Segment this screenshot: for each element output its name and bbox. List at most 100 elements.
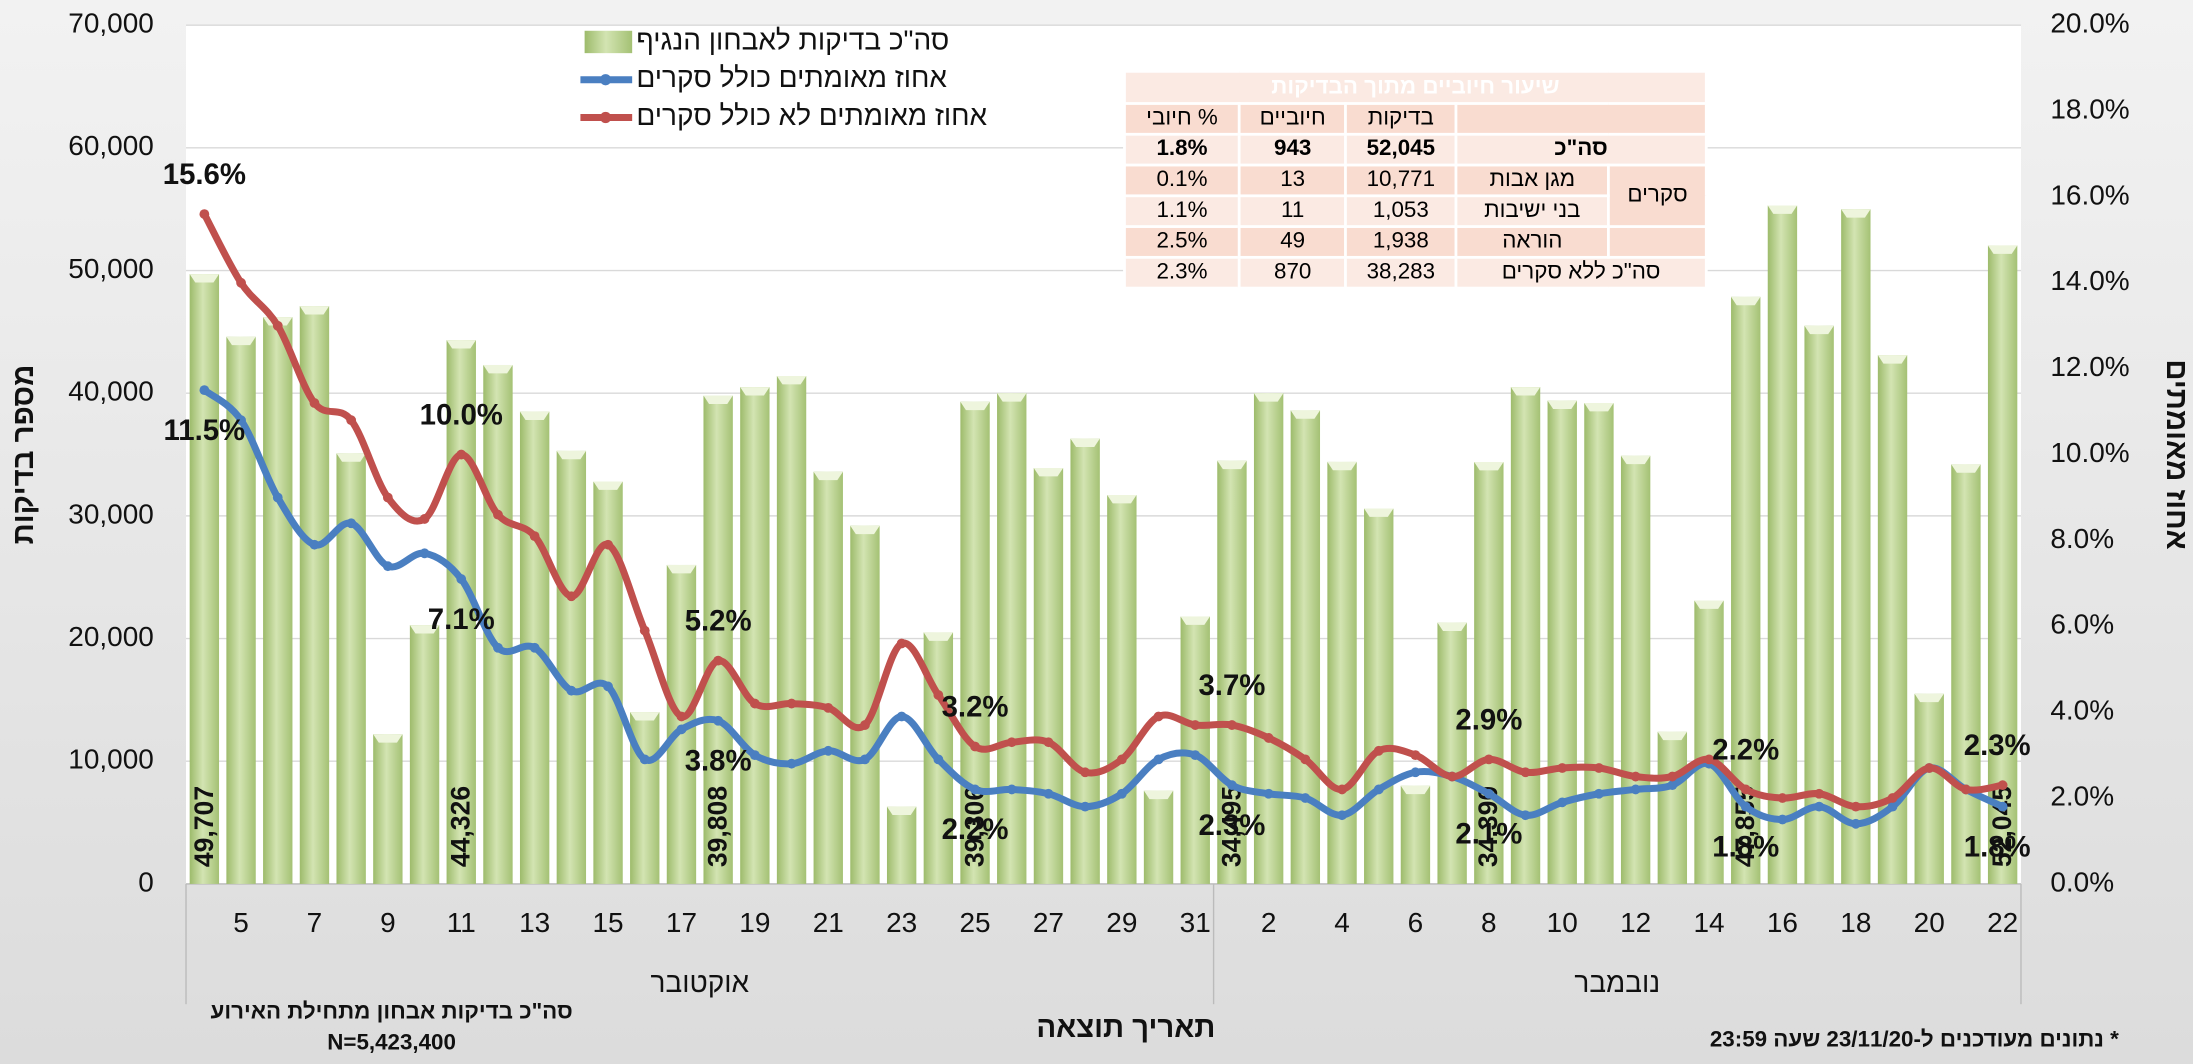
row-label: מגן אבות [1454, 163, 1611, 198]
line-marker [823, 702, 834, 713]
line-marker [1263, 733, 1274, 743]
line-value-label: 7.1% [428, 603, 495, 636]
bar-cap [336, 453, 366, 462]
bar [1951, 464, 1981, 884]
line-marker [1814, 801, 1825, 812]
y2-tick-label: 2.0% [2050, 780, 2114, 811]
bar-cap [1253, 393, 1284, 402]
line-marker [1924, 763, 1935, 773]
line-marker [199, 385, 210, 396]
bar-cap [813, 471, 843, 481]
bar [1437, 622, 1467, 884]
line-marker [749, 698, 760, 709]
y-tick-label: 30,000 [68, 498, 154, 529]
line-marker [676, 724, 687, 735]
x-group-label: אוקטובר [651, 967, 750, 998]
line-value-label: 10.0% [420, 399, 503, 432]
line-marker [1043, 788, 1054, 799]
line-marker [1630, 784, 1641, 795]
bar-cap [446, 340, 476, 349]
line-marker [1153, 754, 1164, 765]
line-marker [529, 642, 540, 653]
x-tick-label: 31 [1180, 907, 1211, 938]
line-marker [1850, 818, 1861, 829]
line-marker [1850, 801, 1861, 812]
line-marker [749, 750, 760, 760]
cell: 1.1% [1123, 194, 1241, 228]
x-tick-label: 18 [1840, 907, 1871, 938]
bar [1657, 731, 1688, 884]
bar-cap [1841, 209, 1871, 218]
line-marker [419, 548, 430, 559]
line-marker [1961, 784, 1971, 795]
line-marker [1190, 720, 1201, 730]
cell: 1,938 [1344, 225, 1458, 259]
line-marker [309, 398, 320, 408]
line-marker [1190, 750, 1201, 760]
bar-cap [189, 274, 220, 283]
bar-cap [997, 393, 1027, 402]
bar [1253, 393, 1284, 884]
line-marker [272, 492, 283, 503]
x-tick-label: 7 [307, 907, 323, 938]
x-tick-label: 15 [592, 907, 623, 938]
cell [1454, 102, 1708, 136]
y-tick-label: 60,000 [68, 130, 154, 161]
line-marker [1777, 814, 1788, 825]
bar-cap [1877, 355, 1908, 364]
bar-cap [373, 734, 403, 743]
line-value-label: 2.2% [942, 813, 1009, 846]
bar [1070, 438, 1100, 884]
footnote: * נתונים מעודכנים ל-23/11/20 שעה 23:59 [1710, 1026, 2119, 1051]
x-tick-label: 23 [886, 907, 917, 938]
bar-cap [1987, 245, 2018, 254]
legend-label: אחוז מאומתים כולל סקרים [636, 62, 947, 93]
line-marker [382, 492, 393, 503]
y2-axis-title: אחוז מאומתים [2160, 359, 2193, 549]
line-marker [1777, 793, 1788, 803]
line-value-label: 3.7% [1198, 669, 1265, 702]
bar-cap [1731, 296, 1761, 306]
legend-swatch [584, 30, 633, 54]
y-tick-label: 40,000 [68, 376, 154, 407]
bar [446, 340, 476, 884]
row-label: הוראה [1454, 225, 1611, 259]
line-marker [1704, 754, 1714, 765]
line-value-label: 3.8% [685, 744, 752, 777]
bar [740, 387, 770, 884]
bar [1510, 387, 1541, 884]
line-value-label: 2.3% [1198, 809, 1265, 842]
y2-tick-label: 6.0% [2050, 609, 2114, 640]
total-title: סה"כ בדיקות אבחון מתחילת האירוע [211, 998, 573, 1023]
bar [373, 734, 403, 884]
x-tick-label: 10 [1547, 907, 1578, 938]
line-marker [236, 277, 246, 288]
line-marker [1373, 784, 1384, 795]
bar-cap [409, 625, 440, 634]
line-marker [529, 531, 540, 542]
line-marker [1557, 763, 1568, 773]
cell: 10,771 [1344, 163, 1458, 198]
line-marker [676, 711, 687, 722]
bar [886, 806, 917, 884]
x-tick-label: 13 [519, 907, 550, 938]
bar [1033, 468, 1064, 884]
bar-cap [776, 376, 807, 385]
bar [1987, 245, 2018, 884]
cell: 870 [1238, 255, 1348, 290]
y2-tick-label: 10.0% [2050, 437, 2129, 468]
line-marker [309, 539, 320, 550]
line-marker [1630, 771, 1641, 782]
line-marker [1337, 784, 1347, 795]
bar-cap [1364, 508, 1394, 517]
bar-cap [1070, 438, 1100, 447]
line-marker [639, 625, 650, 636]
row-label: סה"כ ללא סקרים [1454, 255, 1708, 290]
bar-cap [740, 387, 770, 396]
line-marker [786, 698, 797, 709]
line-value-label: 5.2% [685, 605, 752, 638]
cell: 2.5% [1123, 225, 1241, 259]
bar-cap [1914, 693, 1944, 703]
